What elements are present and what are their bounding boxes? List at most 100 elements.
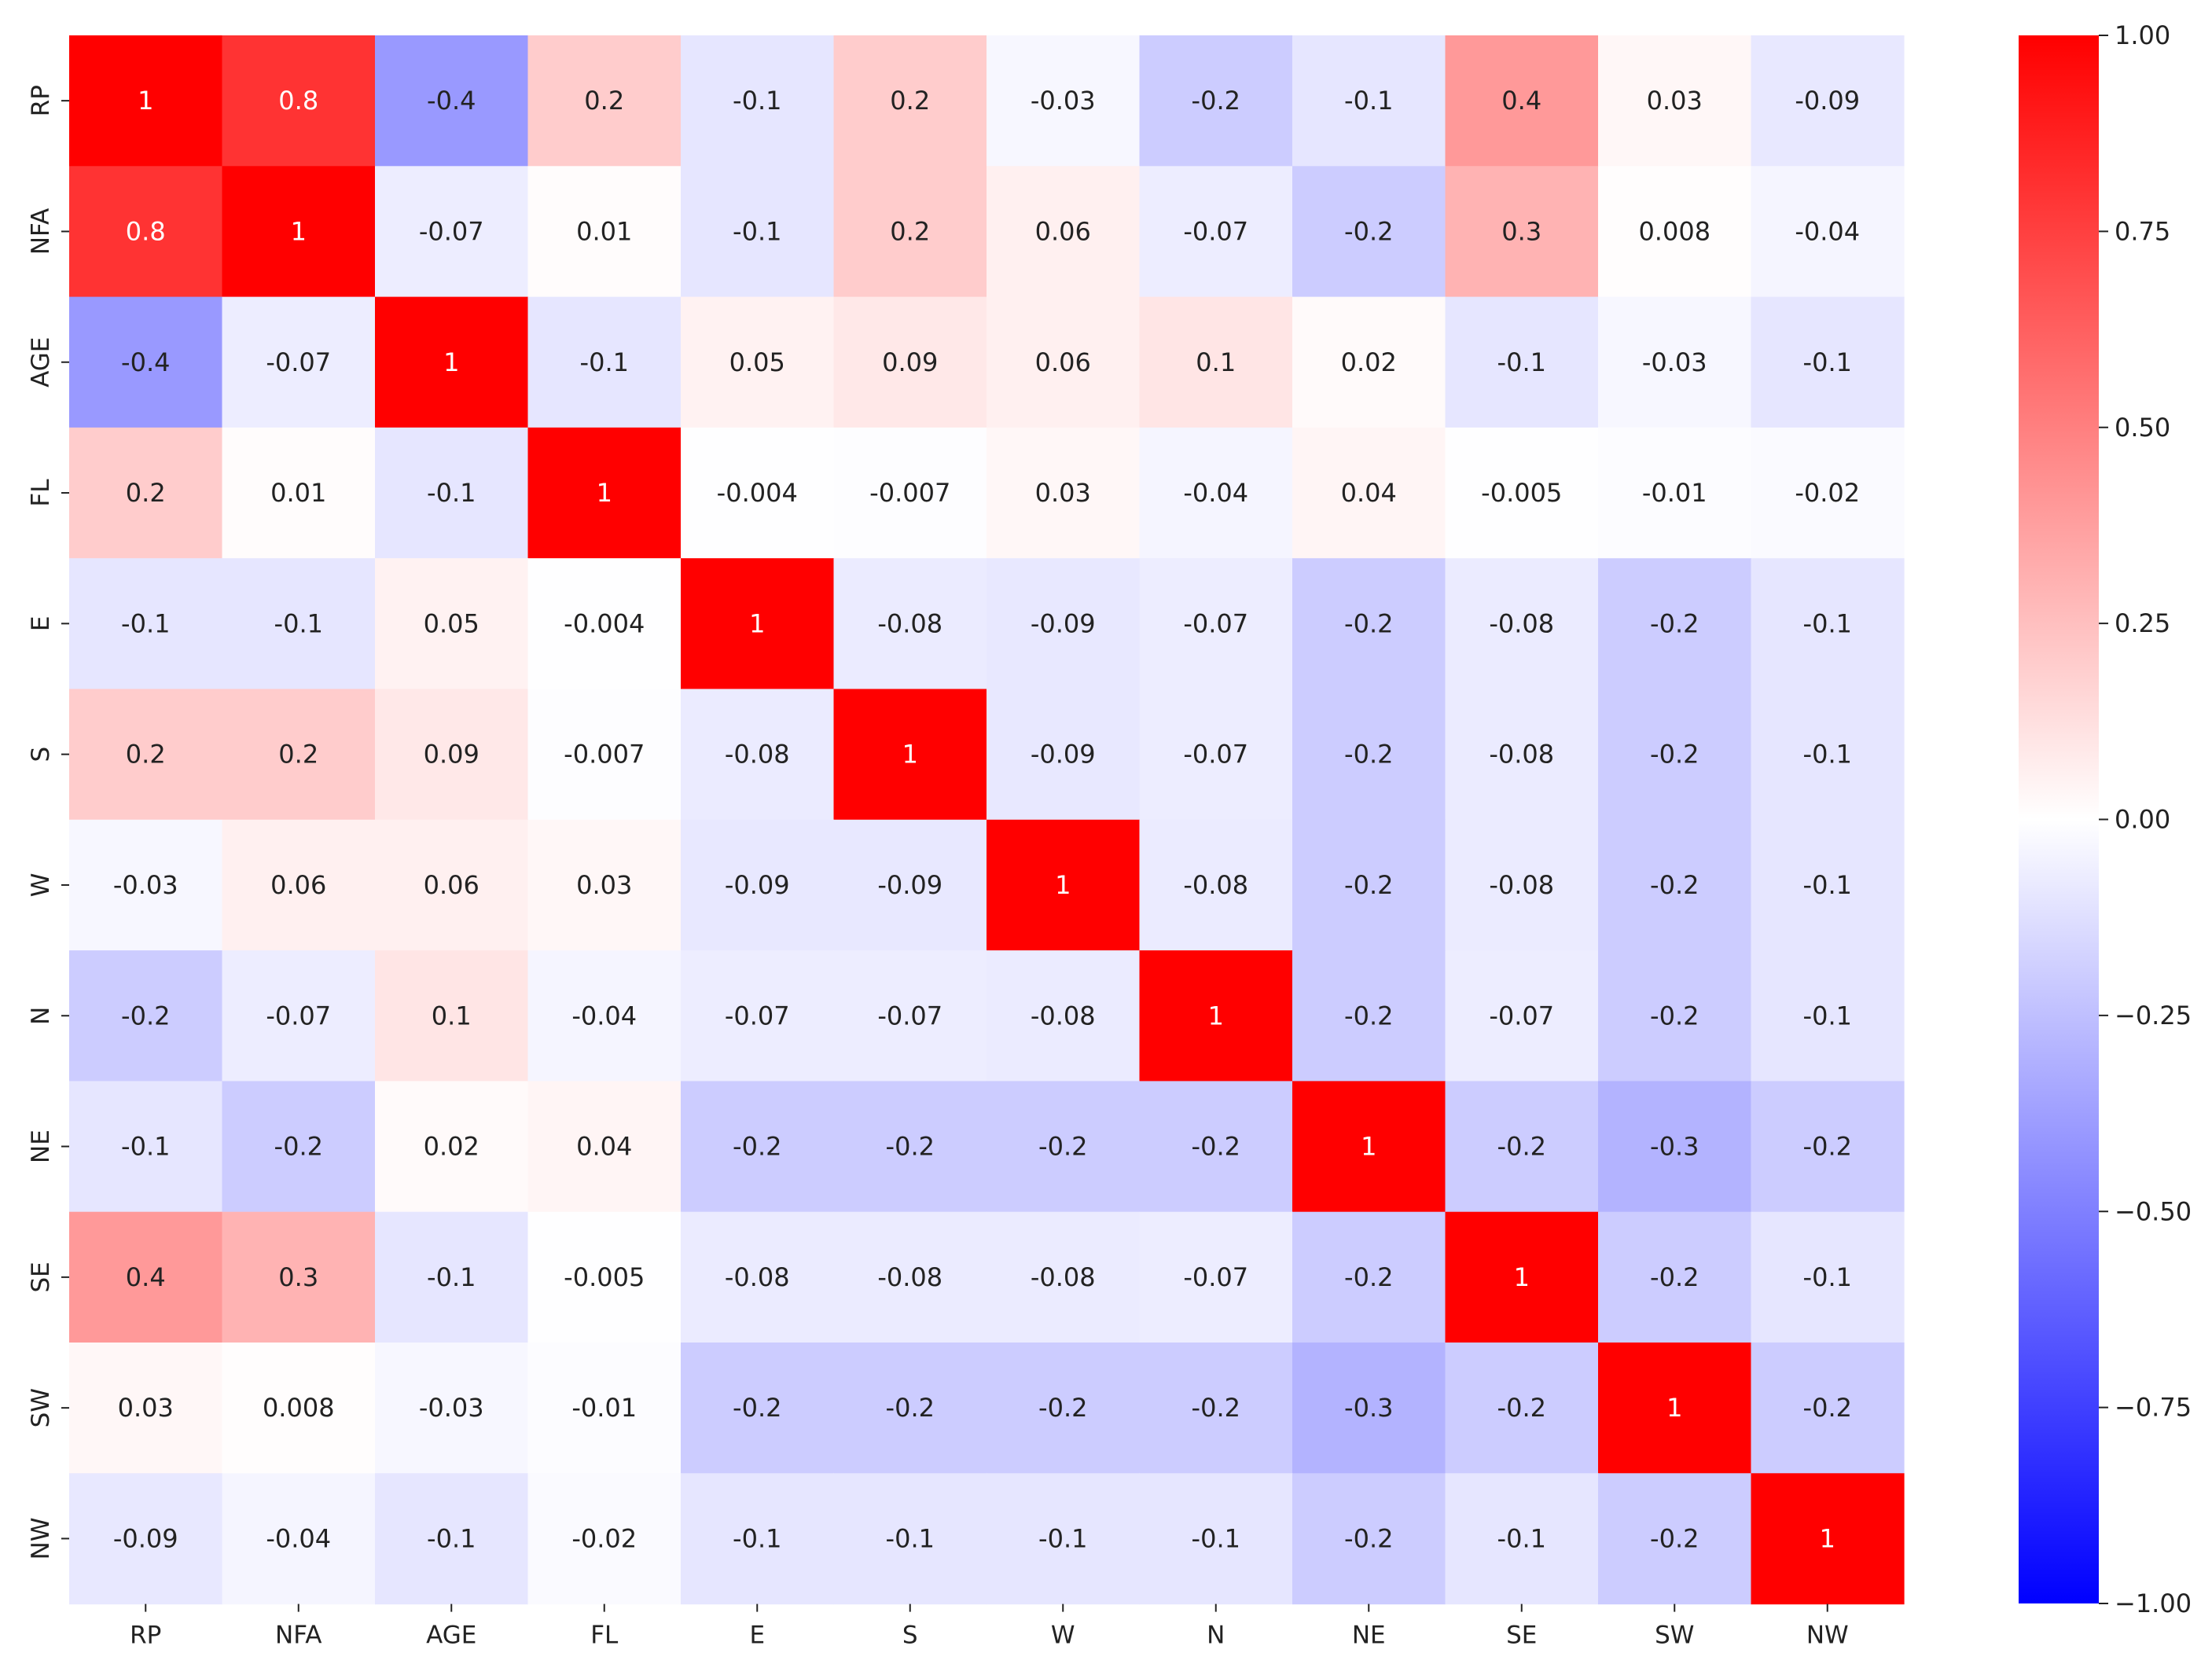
- heatmap-cell-labels: 1 0.8 -0.4 0.2 -0.1 0.2 -0.03 -0.2 -0.1 0.4 0.03 -0…: [113, 86, 1860, 1553]
- cell-value-FL-SE: -0.005: [1481, 478, 1562, 508]
- y-tick-label-AGE: AGE: [27, 337, 55, 388]
- cell-value-AGE-NE: 0.02: [1341, 347, 1397, 377]
- heatmap-cell-AGE-N: [1139, 296, 1293, 428]
- cell-value-NW-SE: -0.1: [1497, 1523, 1546, 1553]
- y-tick-label-E: E: [27, 616, 55, 632]
- heatmap-cell-NW-RP: [69, 1473, 223, 1605]
- heatmap-cell-AGE-E: [681, 296, 835, 428]
- cell-value-W-FL: 0.03: [576, 870, 632, 900]
- cell-value-N-NFA: -0.07: [266, 1001, 331, 1030]
- cell-value-NFA-NFA: 1: [291, 216, 307, 246]
- heatmap-cell-SW-SE: [1445, 1343, 1599, 1474]
- x-tick-label-SE: SE: [1506, 1622, 1537, 1650]
- heatmap-cell-SW-S: [833, 1343, 987, 1474]
- heatmap-cell-S-RP: [69, 689, 223, 821]
- cell-value-RP-NE: -0.1: [1344, 86, 1393, 116]
- heatmap-cell-NE-S: [833, 1081, 987, 1213]
- cell-value-NW-RP: -0.09: [113, 1523, 178, 1553]
- cell-value-E-NFA: -0.1: [274, 608, 323, 638]
- heatmap-cell-SE-SW: [1598, 1211, 1752, 1343]
- y-tick-label-NFA: NFA: [27, 208, 55, 255]
- cell-value-S-S: 1: [902, 740, 918, 770]
- heatmap-cell-S-N: [1139, 689, 1293, 821]
- cell-value-NW-S: -0.1: [886, 1523, 935, 1553]
- colorbar-tick-label-2: 0.50: [2115, 413, 2170, 443]
- cell-value-AGE-SW: -0.03: [1642, 347, 1707, 377]
- cell-value-RP-SW: 0.03: [1647, 86, 1703, 116]
- heatmap-cell-FL-NE: [1292, 427, 1446, 559]
- heatmap-cell-NW-NE: [1292, 1473, 1446, 1605]
- cell-value-AGE-W: 0.06: [1035, 347, 1091, 377]
- cell-value-S-SW: -0.2: [1650, 740, 1699, 770]
- heatmap-cell-W-NW: [1751, 819, 1905, 951]
- heatmap-cell-RP-W: [987, 35, 1141, 167]
- cell-value-SW-NW: -0.2: [1803, 1393, 1852, 1423]
- heatmap-cell-AGE-NW: [1751, 296, 1905, 428]
- x-tick-label-RP: RP: [130, 1622, 161, 1650]
- y-tick-label-FL: FL: [27, 479, 55, 507]
- heatmap-cell-NFA-W: [987, 166, 1141, 298]
- cell-value-W-SE: -0.08: [1489, 870, 1554, 900]
- cell-value-N-AGE: 0.1: [432, 1001, 472, 1030]
- heatmap-cell-NE-AGE: [375, 1081, 529, 1213]
- heatmap-cell-W-NE: [1292, 819, 1446, 951]
- heatmap-cell-NE-NE: [1292, 1081, 1446, 1213]
- heatmap-cell-SW-NE: [1292, 1343, 1446, 1474]
- cell-value-NE-N: -0.2: [1192, 1132, 1240, 1162]
- heatmap-cell-SE-NFA: [222, 1211, 376, 1343]
- cell-value-NFA-RP: 0.8: [126, 216, 166, 246]
- cell-value-NFA-AGE: -0.07: [419, 216, 484, 246]
- cell-value-W-NFA: 0.06: [270, 870, 326, 900]
- x-tick-label-NW: NW: [1806, 1622, 1849, 1650]
- heatmap-cell-NE-SW: [1598, 1081, 1752, 1213]
- heatmap-cell-W-AGE: [375, 819, 529, 951]
- heatmap-cell-W-SW: [1598, 819, 1752, 951]
- heatmap-cell-NFA-FL: [527, 166, 682, 298]
- heatmap-cell-SW-FL: [527, 1343, 682, 1474]
- cell-value-NFA-SW: 0.008: [1638, 216, 1710, 246]
- heatmap-cell-NW-SW: [1598, 1473, 1752, 1605]
- y-tick-label-W: W: [27, 873, 55, 898]
- cell-value-SW-SE: -0.2: [1497, 1393, 1546, 1423]
- colorbar-tick-label-7: −0.75: [2115, 1393, 2192, 1423]
- cell-value-NE-NE: 1: [1361, 1132, 1376, 1162]
- heatmap-cell-FL-SW: [1598, 427, 1752, 559]
- heatmap-cell-N-W: [987, 950, 1141, 1082]
- colorbar-tick-label-3: 0.25: [2115, 608, 2170, 638]
- heatmap-cell-NFA-N: [1139, 166, 1293, 298]
- cell-value-FL-W: 0.03: [1035, 478, 1091, 508]
- heatmap-cell-AGE-W: [987, 296, 1141, 428]
- cell-value-N-W: -0.08: [1031, 1001, 1096, 1030]
- heatmap-cell-E-NE: [1292, 558, 1446, 690]
- y-tick-label-RP: RP: [27, 85, 55, 116]
- heatmap-cell-FL-W: [987, 427, 1141, 559]
- heatmap-cell-NFA-S: [833, 166, 987, 298]
- heatmap-cell-W-RP: [69, 819, 223, 951]
- heatmap-cell-SW-E: [681, 1343, 835, 1474]
- cell-value-SE-N: -0.07: [1183, 1262, 1248, 1292]
- heatmap-cell-AGE-FL: [527, 296, 682, 428]
- heatmap-cell-N-AGE: [375, 950, 529, 1082]
- heatmap-cell-NW-NW: [1751, 1473, 1905, 1605]
- heatmap-cell-NE-E: [681, 1081, 835, 1213]
- heatmap-cell-RP-SW: [1598, 35, 1752, 167]
- heatmap-cell-FL-E: [681, 427, 835, 559]
- heatmap-cell-SE-FL: [527, 1211, 682, 1343]
- cell-value-SW-SW: 1: [1666, 1393, 1682, 1423]
- heatmap-cell-FL-NFA: [222, 427, 376, 559]
- heatmap-cell-W-W: [987, 819, 1141, 951]
- heatmap-cell-SW-SW: [1598, 1343, 1752, 1474]
- cell-value-E-S: -0.08: [877, 608, 942, 638]
- cell-value-FL-N: -0.04: [1183, 478, 1248, 508]
- cell-value-E-AGE: 0.05: [424, 608, 480, 638]
- y-tick-label-S: S: [27, 747, 55, 762]
- cell-value-NFA-N: -0.07: [1183, 216, 1248, 246]
- cell-value-AGE-FL: -0.1: [580, 347, 629, 377]
- heatmap-cell-AGE-NE: [1292, 296, 1446, 428]
- cell-value-FL-E: -0.004: [717, 478, 798, 508]
- cell-value-FL-NE: 0.04: [1341, 478, 1397, 508]
- cell-value-SE-NE: -0.2: [1344, 1262, 1393, 1292]
- cell-value-RP-W: -0.03: [1031, 86, 1096, 116]
- cell-value-NE-NFA: -0.2: [274, 1132, 323, 1162]
